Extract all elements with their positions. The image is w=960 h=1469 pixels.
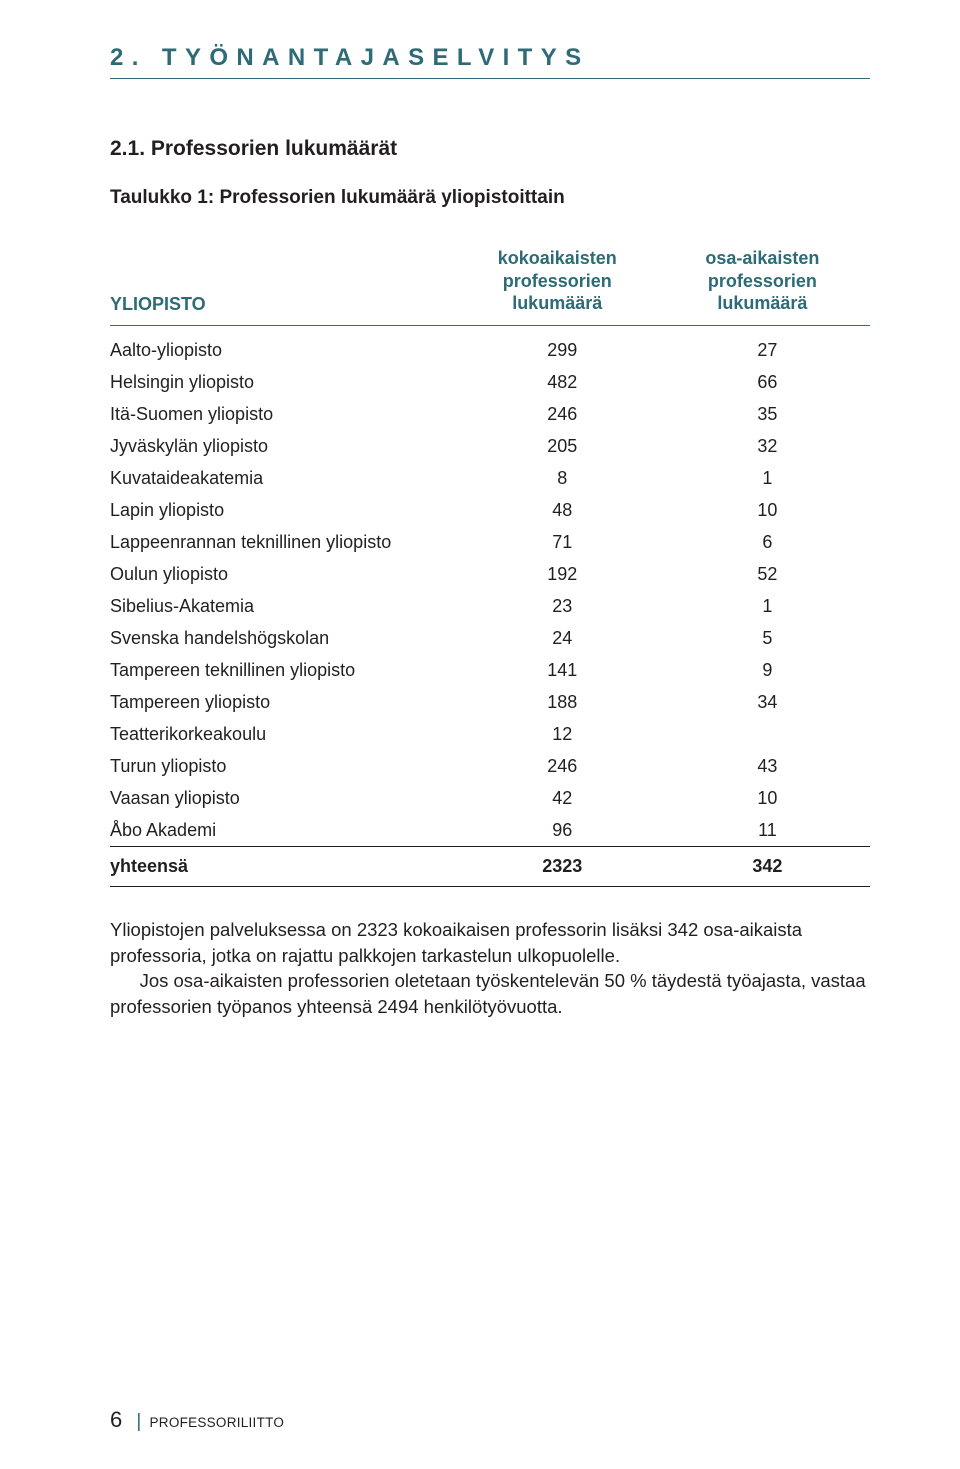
table-row: Oulun yliopisto19252: [110, 558, 870, 590]
cell-value: 1: [665, 462, 870, 494]
cell-value: 246: [460, 750, 665, 782]
cell-value: [665, 718, 870, 750]
cell-value: 6: [665, 526, 870, 558]
col-header-line: professorien lukumäärä: [708, 271, 817, 314]
data-table: YLIOPISTO kokoaikaisten professorien luk…: [110, 237, 870, 887]
cell-value: 23: [460, 590, 665, 622]
cell-value: 42: [460, 782, 665, 814]
cell-value: 10: [665, 782, 870, 814]
cell-name: Tampereen yliopisto: [110, 686, 460, 718]
table-caption: Taulukko 1: Professorien lukumäärä yliop…: [110, 187, 870, 209]
table-row: Sibelius-Akatemia231: [110, 590, 870, 622]
cell-name: Svenska handelshögskolan: [110, 622, 460, 654]
cell-name: Teatterikorkeakoulu: [110, 718, 460, 750]
table-row: Helsingin yliopisto48266: [110, 366, 870, 398]
col-header-line: professorien lukumäärä: [503, 271, 612, 314]
cell-value: 482: [460, 366, 665, 398]
table-row: Turun yliopisto24643: [110, 750, 870, 782]
cell-name: Aalto-yliopisto: [110, 325, 460, 366]
cell-value: 96: [460, 814, 665, 847]
cell-value: 11: [665, 814, 870, 847]
cell-value: 5: [665, 622, 870, 654]
cell-name: Itä-Suomen yliopisto: [110, 398, 460, 430]
cell-value: 35: [665, 398, 870, 430]
page-footer: 6 | PROFESSORILIITTO: [110, 1407, 284, 1433]
cell-name: Lappeenrannan teknillinen yliopisto: [110, 526, 460, 558]
col-header-line: kokoaikaisten: [498, 248, 617, 268]
table-row: Svenska handelshögskolan245: [110, 622, 870, 654]
cell-total-label: yhteensä: [110, 847, 460, 887]
footer-separator: |: [136, 1411, 141, 1432]
col-header-kokoaikaisten: kokoaikaisten professorien lukumäärä: [460, 237, 665, 325]
cell-name: Lapin yliopisto: [110, 494, 460, 526]
cell-value: 246: [460, 398, 665, 430]
cell-value: 192: [460, 558, 665, 590]
table-row: Lappeenrannan teknillinen yliopisto716: [110, 526, 870, 558]
cell-name: Sibelius-Akatemia: [110, 590, 460, 622]
table-row: Åbo Akademi9611: [110, 814, 870, 847]
table-row: Jyväskylän yliopisto20532: [110, 430, 870, 462]
col-header-osa-aikaisten: osa-aikaisten professorien lukumäärä: [665, 237, 870, 325]
cell-value: 12: [460, 718, 665, 750]
table-row: Tampereen teknillinen yliopisto1419: [110, 654, 870, 686]
table-body: Aalto-yliopisto29927Helsingin yliopisto4…: [110, 325, 870, 887]
col-header-line: osa-aikaisten: [705, 248, 819, 268]
cell-value: 205: [460, 430, 665, 462]
col-header-yliopisto: YLIOPISTO: [110, 237, 460, 325]
cell-name: Oulun yliopisto: [110, 558, 460, 590]
cell-name: Tampereen teknillinen yliopisto: [110, 654, 460, 686]
footer-org: PROFESSORILIITTO: [150, 1415, 285, 1430]
page: 2. TYÖNANTAJASELVITYS 2.1. Professorien …: [0, 0, 960, 1469]
cell-value: 299: [460, 325, 665, 366]
body-text: Yliopistojen palveluksessa on 2323 kokoa…: [110, 917, 870, 1019]
table-header-row: YLIOPISTO kokoaikaisten professorien luk…: [110, 237, 870, 325]
paragraph: Jos osa-aikaisten professorien oletetaan…: [110, 968, 870, 1019]
cell-name: Kuvataideakatemia: [110, 462, 460, 494]
cell-name: Vaasan yliopisto: [110, 782, 460, 814]
section-title: 2. TYÖNANTAJASELVITYS: [110, 44, 870, 79]
table-row: Lapin yliopisto4810: [110, 494, 870, 526]
cell-value: 66: [665, 366, 870, 398]
table-row: Vaasan yliopisto4210: [110, 782, 870, 814]
cell-value: 34: [665, 686, 870, 718]
cell-value: 48: [460, 494, 665, 526]
cell-value: 8: [460, 462, 665, 494]
cell-value: 188: [460, 686, 665, 718]
cell-name: Turun yliopisto: [110, 750, 460, 782]
table-row: Tampereen yliopisto18834: [110, 686, 870, 718]
table-total-row: yhteensä2323342: [110, 847, 870, 887]
cell-value: 52: [665, 558, 870, 590]
cell-name: Helsingin yliopisto: [110, 366, 460, 398]
cell-value: 10: [665, 494, 870, 526]
table-row: Kuvataideakatemia81: [110, 462, 870, 494]
cell-value: 141: [460, 654, 665, 686]
cell-value: 27: [665, 325, 870, 366]
table-row: Itä-Suomen yliopisto24635: [110, 398, 870, 430]
cell-value: 32: [665, 430, 870, 462]
cell-value: 9: [665, 654, 870, 686]
table-row: Teatterikorkeakoulu12: [110, 718, 870, 750]
subsection-title: 2.1. Professorien lukumäärät: [110, 137, 870, 161]
cell-value: 43: [665, 750, 870, 782]
cell-value: 24: [460, 622, 665, 654]
cell-total-value: 2323: [460, 847, 665, 887]
cell-value: 71: [460, 526, 665, 558]
table-row: Aalto-yliopisto29927: [110, 325, 870, 366]
paragraph: Yliopistojen palveluksessa on 2323 kokoa…: [110, 917, 870, 968]
page-number: 6: [110, 1407, 122, 1432]
cell-name: Åbo Akademi: [110, 814, 460, 847]
cell-name: Jyväskylän yliopisto: [110, 430, 460, 462]
cell-total-value: 342: [665, 847, 870, 887]
cell-value: 1: [665, 590, 870, 622]
